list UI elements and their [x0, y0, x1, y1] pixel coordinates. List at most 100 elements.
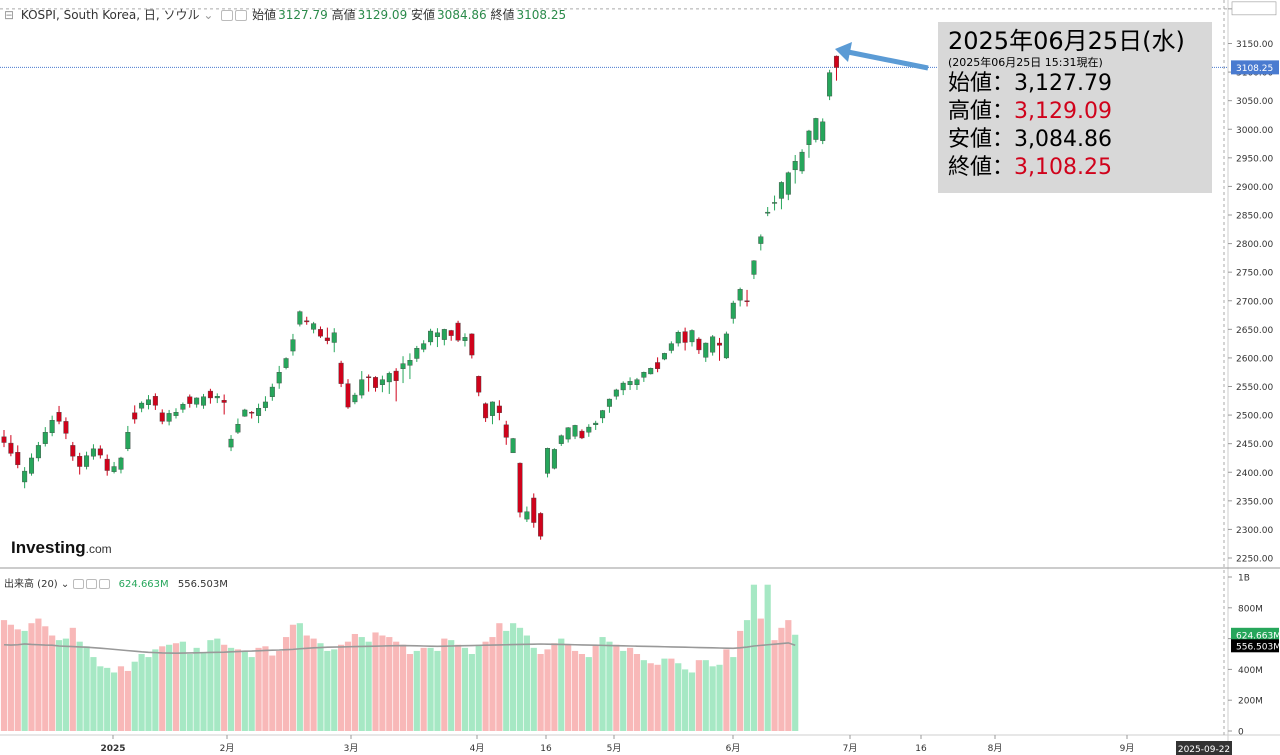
volume-bar — [420, 647, 427, 731]
volume-bar — [778, 627, 785, 731]
candle-body — [180, 404, 186, 410]
volume-dropdown-icon[interactable]: ⌄ — [60, 579, 70, 590]
volume-bar — [626, 647, 634, 731]
volume-bar — [221, 644, 228, 731]
candle-body — [517, 462, 523, 513]
volume-settings-icon[interactable] — [86, 579, 98, 589]
price-tick-label: 2250.00 — [1236, 555, 1273, 565]
volume-bar — [585, 657, 592, 731]
volume-bar — [565, 644, 572, 731]
volume-label: 出来高 (20) — [4, 579, 58, 590]
candle-body — [565, 427, 571, 440]
candle-body — [744, 300, 750, 302]
volume-bar — [138, 654, 145, 731]
volume-bar — [723, 649, 730, 731]
price-tick-label: 2950.00 — [1236, 154, 1273, 164]
volume-bar — [310, 638, 317, 731]
price-tick-label: 2450.00 — [1236, 440, 1273, 450]
candle-body — [373, 377, 379, 388]
volume-bar — [454, 644, 462, 731]
candle-body — [675, 331, 681, 344]
volume-bar — [324, 650, 331, 731]
volume-bar — [716, 664, 723, 731]
candle-body — [730, 302, 736, 319]
volume-legend: 出来高 (20) ⌄ 624.663M 556.503M — [4, 575, 228, 590]
volume-bar — [186, 654, 193, 731]
candle-body — [256, 408, 262, 416]
candle-body — [152, 396, 158, 406]
volume-bar — [578, 654, 586, 731]
info-low: 安値：3,084.86 — [948, 127, 1112, 152]
candle-body — [448, 330, 454, 336]
candle-body — [242, 409, 248, 417]
candle-body — [283, 358, 289, 368]
visibility-icon[interactable] — [221, 10, 234, 21]
candle-body — [90, 448, 96, 457]
volume-bar — [49, 635, 56, 731]
candle-body — [703, 342, 709, 358]
candle-body — [751, 260, 757, 275]
candle-body — [572, 425, 578, 437]
volume-bar — [785, 620, 792, 731]
axes: 3210.623150.003100.003050.003000.002950.… — [100, 1, 1280, 755]
volume-bar — [90, 657, 97, 731]
collapse-icon[interactable]: ⊟ — [4, 8, 15, 22]
volume-bar — [668, 658, 675, 731]
volume-bar — [104, 667, 111, 731]
candle-body — [345, 383, 351, 408]
candle-body — [15, 452, 21, 466]
volume-bar — [551, 643, 558, 731]
volume-visibility-icon[interactable] — [73, 579, 85, 589]
volume-bar — [69, 627, 76, 731]
volume-bars — [0, 584, 799, 731]
volume-ma-value: 556.503M — [177, 579, 228, 590]
volume-bar — [682, 669, 689, 731]
volume-bar — [0, 620, 8, 731]
last-price-badge-label: 3108.25 — [1236, 64, 1273, 74]
candle-body — [648, 368, 654, 375]
volume-bar — [255, 647, 262, 731]
volume-bar — [399, 644, 407, 731]
volume-bar — [640, 660, 647, 731]
candle-body — [503, 424, 509, 438]
info-close: 終値：3,108.25 — [948, 155, 1112, 180]
settings-icon[interactable] — [235, 10, 248, 21]
volume-bar — [386, 637, 393, 731]
volume-bar — [393, 641, 400, 731]
volume-bar — [358, 637, 365, 731]
time-tick-label: 7月 — [843, 743, 858, 754]
volume-bar — [606, 641, 613, 731]
price-tick-label: 2550.00 — [1236, 383, 1273, 393]
candle-body — [778, 182, 784, 199]
dropdown-icon[interactable]: ⌄ — [203, 8, 214, 22]
volume-bar — [730, 657, 737, 731]
volume-bar — [331, 649, 338, 731]
volume-bar — [262, 646, 269, 731]
volume-bar — [647, 663, 654, 731]
candle-body — [428, 330, 434, 343]
time-tick-label: 5月 — [607, 743, 622, 754]
info-open: 始値：3,127.79 — [948, 71, 1112, 96]
candle-body — [359, 379, 365, 396]
volume-remove-icon[interactable] — [99, 579, 111, 589]
open-value: 3127.79 — [278, 8, 328, 22]
volume-bar — [296, 623, 303, 731]
candle-body — [338, 362, 344, 384]
candle-body — [634, 379, 640, 385]
volume-bar — [434, 650, 441, 731]
volume-bar — [200, 652, 207, 731]
candle-body — [661, 353, 667, 360]
candle-body — [524, 511, 530, 520]
open-label: 始値 — [252, 8, 277, 22]
candle-body — [29, 457, 35, 474]
time-tick-label: 2月 — [220, 743, 235, 754]
price-candles — [1, 55, 839, 540]
candle-body — [496, 405, 502, 413]
volume-bar — [28, 623, 35, 731]
volume-bar — [131, 661, 138, 731]
candle-body — [606, 398, 612, 407]
time-tick-label: 6月 — [726, 743, 741, 754]
price-tick-label: 2500.00 — [1236, 412, 1273, 422]
